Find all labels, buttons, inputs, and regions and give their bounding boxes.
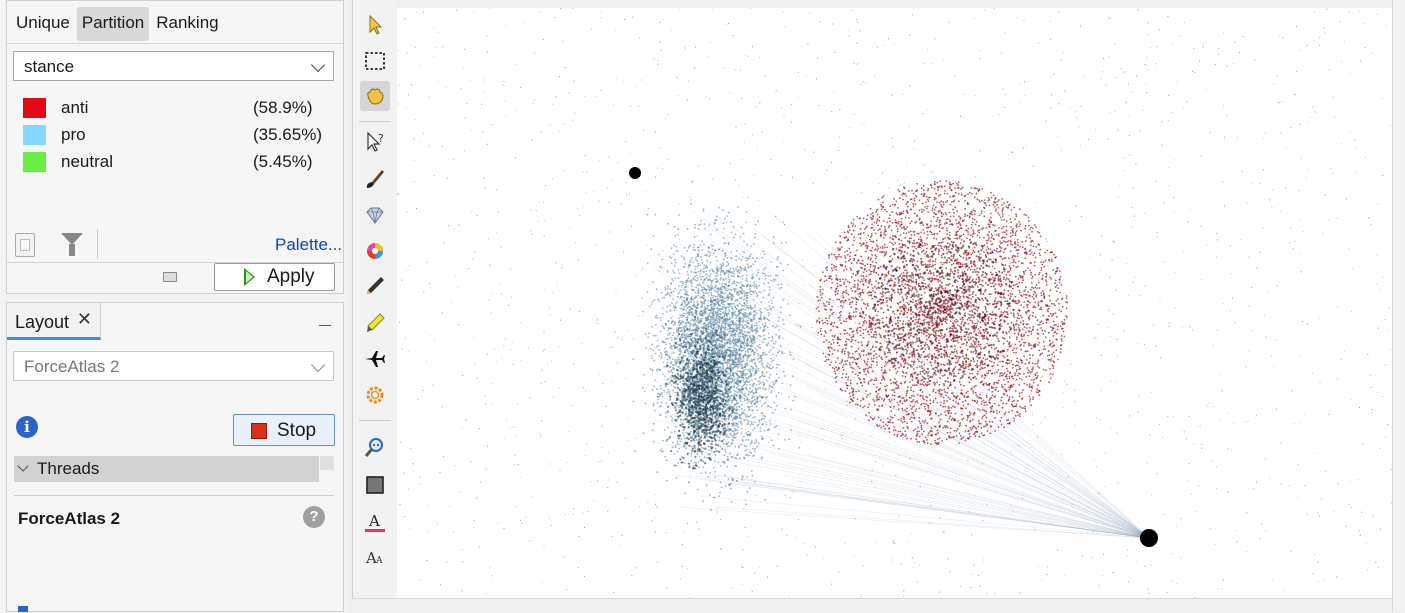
layout-description-title: ForceAtlas 2 bbox=[18, 509, 120, 529]
select-arrow-icon[interactable] bbox=[360, 10, 390, 40]
rectangle-select-icon[interactable] bbox=[360, 46, 390, 76]
divider bbox=[14, 495, 334, 496]
keyboard-icon[interactable] bbox=[163, 272, 177, 282]
legend-label: anti bbox=[61, 98, 88, 118]
square-icon[interactable] bbox=[360, 470, 390, 500]
subtab-unique[interactable]: Unique bbox=[11, 7, 75, 41]
divider bbox=[359, 420, 391, 421]
color-swatch-neutral[interactable] bbox=[23, 152, 46, 172]
legend-label: pro bbox=[61, 125, 86, 145]
scrollbar[interactable] bbox=[320, 456, 334, 470]
text-color-icon[interactable]: A bbox=[360, 507, 390, 537]
subtab-ranking[interactable]: Ranking bbox=[151, 7, 223, 41]
svg-text:?: ? bbox=[378, 132, 384, 145]
divider bbox=[97, 229, 98, 259]
play-icon bbox=[244, 268, 255, 286]
legend-label: neutral bbox=[61, 152, 113, 172]
right-side-strip bbox=[1392, 0, 1405, 612]
stop-icon bbox=[251, 423, 267, 439]
svg-text:A: A bbox=[375, 556, 383, 566]
copy-document-icon[interactable] bbox=[15, 233, 35, 257]
threads-property-header[interactable]: Threads bbox=[14, 456, 319, 482]
apply-bar: Apply bbox=[7, 262, 343, 295]
left-panel: Unique Partition Ranking stance anti (58… bbox=[0, 0, 347, 612]
minimize-icon[interactable] bbox=[319, 325, 331, 326]
partition-legend: anti (58.9%) pro (35.65%) neutral (5.45%… bbox=[21, 97, 331, 178]
divider bbox=[359, 121, 391, 122]
filter-funnel-icon[interactable] bbox=[61, 233, 83, 245]
divider bbox=[7, 43, 343, 44]
attribute-select[interactable]: stance bbox=[13, 51, 334, 81]
network-graph[interactable] bbox=[397, 8, 1392, 598]
legend-item[interactable]: pro (35.65%) bbox=[21, 124, 331, 151]
layout-algorithm-value: ForceAtlas 2 bbox=[24, 357, 119, 376]
sun-icon[interactable] bbox=[360, 380, 390, 410]
subtab-partition[interactable]: Partition bbox=[77, 7, 149, 41]
appearance-panel: Unique Partition Ranking stance anti (58… bbox=[6, 0, 344, 294]
attribute-select-value: stance bbox=[24, 57, 74, 76]
tab-layout-label: Layout bbox=[15, 312, 69, 332]
legend-percent: (5.45%) bbox=[253, 152, 313, 172]
diamond-icon[interactable] bbox=[360, 200, 390, 230]
appearance-subtabs: Unique Partition Ranking bbox=[11, 7, 224, 41]
graph-nodes-layer bbox=[397, 8, 1392, 598]
legend-percent: (58.9%) bbox=[253, 98, 313, 118]
brush-icon[interactable] bbox=[360, 164, 390, 194]
apply-button-label: Apply bbox=[267, 266, 315, 288]
highlighter-icon[interactable] bbox=[360, 308, 390, 338]
legend-item[interactable]: anti (58.9%) bbox=[21, 97, 331, 124]
chevron-down-icon bbox=[311, 58, 325, 72]
threads-label: Threads bbox=[37, 459, 99, 479]
pencil-icon[interactable] bbox=[360, 271, 390, 301]
chevron-down-icon bbox=[311, 358, 325, 372]
help-icon[interactable]: ? bbox=[303, 506, 325, 528]
legend-percent: (35.65%) bbox=[253, 125, 322, 145]
graph-canvas[interactable] bbox=[397, 8, 1392, 598]
color-swatch-pro[interactable] bbox=[23, 125, 46, 145]
legend-item[interactable]: neutral (5.45%) bbox=[21, 151, 331, 178]
stop-button-label: Stop bbox=[277, 420, 316, 442]
close-icon[interactable]: ✕ bbox=[77, 309, 92, 330]
apply-button[interactable]: Apply bbox=[214, 263, 335, 291]
stop-button[interactable]: Stop bbox=[233, 414, 335, 446]
chevron-down-icon bbox=[17, 460, 28, 471]
info-icon[interactable]: i bbox=[16, 416, 38, 438]
tab-layout[interactable]: Layout ✕ bbox=[7, 303, 101, 340]
status-marker bbox=[18, 606, 28, 612]
layout-algorithm-select[interactable]: ForceAtlas 2 bbox=[13, 351, 334, 381]
zoom-icon[interactable] bbox=[360, 432, 390, 462]
airplane-icon[interactable] bbox=[360, 344, 390, 374]
layout-panel: Layout ✕ ForceAtlas 2 i Stop Threads For… bbox=[6, 302, 344, 612]
hand-drag-icon[interactable] bbox=[360, 81, 390, 111]
graph-bottom-toolbar bbox=[352, 598, 1392, 613]
palette-link[interactable]: Palette... bbox=[275, 235, 342, 255]
edit-node-icon[interactable]: ? bbox=[360, 127, 390, 157]
svg-text:A: A bbox=[368, 512, 380, 530]
color-wheel-icon[interactable] bbox=[360, 236, 390, 266]
color-swatch-anti[interactable] bbox=[23, 98, 46, 118]
